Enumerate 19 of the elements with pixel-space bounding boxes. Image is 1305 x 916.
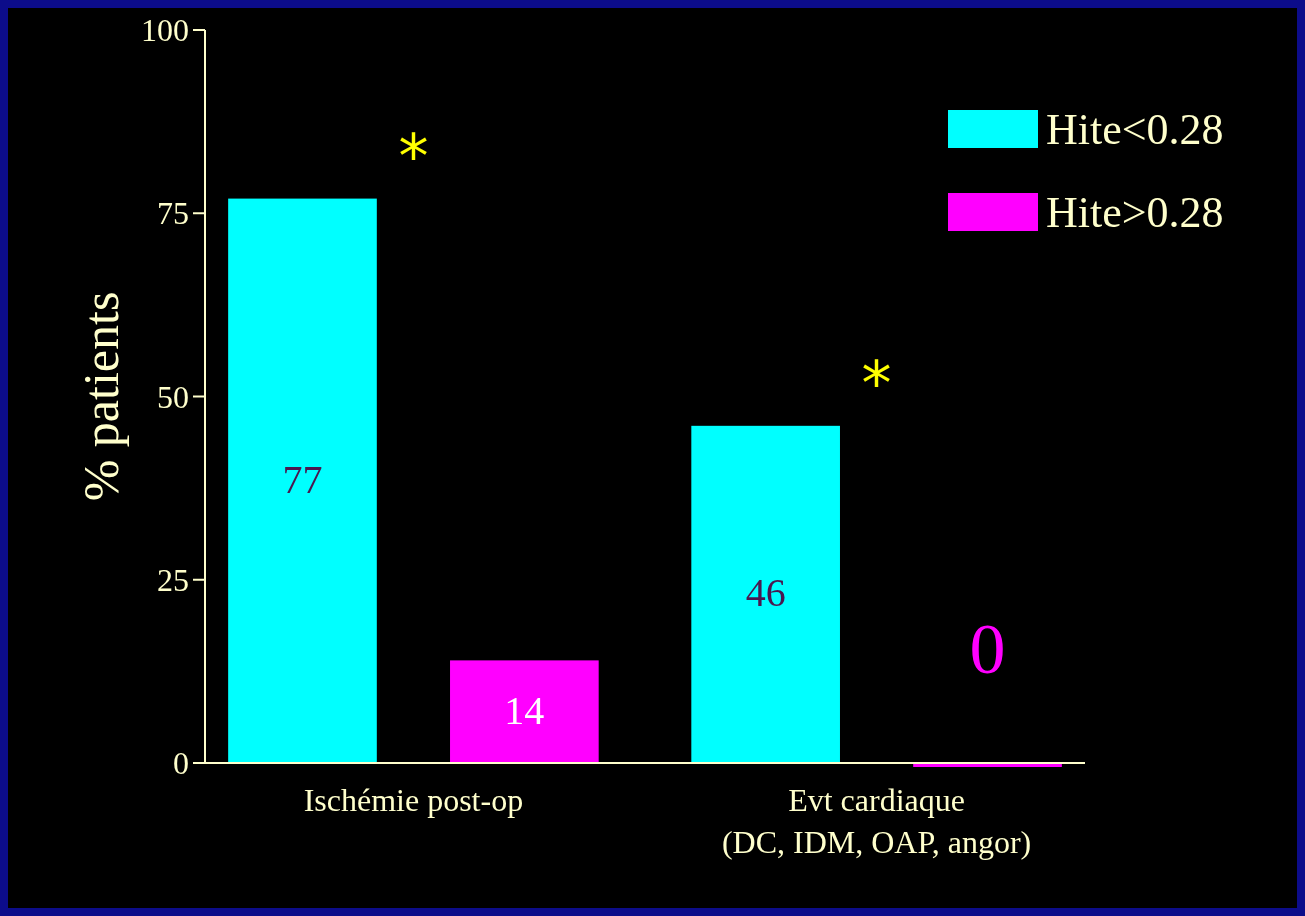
data-label: 77 bbox=[282, 456, 323, 502]
y-tick-label: 0 bbox=[173, 745, 189, 781]
y-axis-title: % patients bbox=[73, 291, 129, 502]
y-tick-label: 25 bbox=[157, 561, 189, 598]
data-label: 46 bbox=[745, 570, 786, 616]
x-tick-label: Evt cardiaque (DC, IDM, OAP, angor) bbox=[721, 782, 1032, 860]
y-tick-label: 75 bbox=[157, 195, 189, 232]
bar bbox=[691, 425, 840, 763]
legend-label: Hite>0.28 bbox=[1046, 188, 1224, 237]
y-tick-label: 100 bbox=[141, 12, 189, 48]
bar bbox=[228, 198, 377, 763]
data-label: 14 bbox=[504, 687, 545, 733]
annotation: * bbox=[398, 120, 429, 191]
bar bbox=[450, 660, 599, 763]
annotation: * bbox=[861, 347, 892, 418]
y-tick-label: 50 bbox=[157, 378, 189, 415]
legend-label: Hite<0.28 bbox=[1046, 105, 1224, 154]
x-tick-label: Ischémie post-op bbox=[303, 782, 524, 818]
data-label: 0 bbox=[969, 609, 1006, 689]
